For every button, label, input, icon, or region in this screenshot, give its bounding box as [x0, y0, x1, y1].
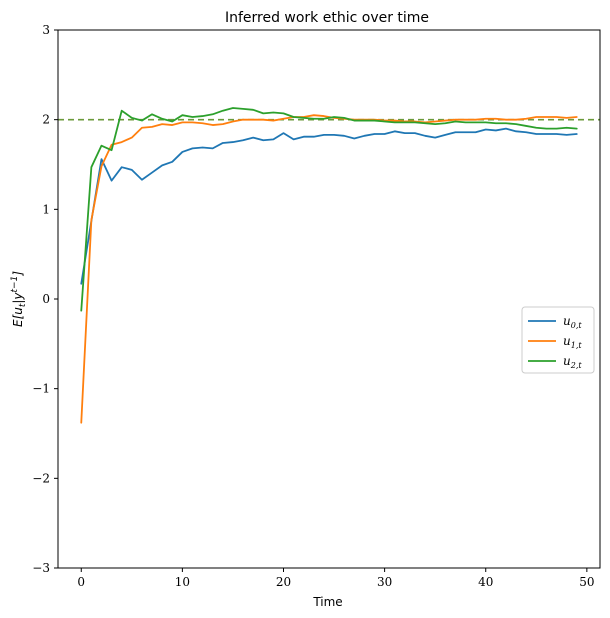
y-axis-label: E[ut|yt−1]	[10, 271, 28, 327]
y-label-end: ]	[11, 271, 25, 277]
y-tick-label: 2	[42, 113, 50, 127]
x-tick-label: 20	[276, 575, 291, 589]
x-tick-label: 30	[377, 575, 392, 589]
x-tick-label: 10	[175, 575, 190, 589]
series-line-2	[80, 107, 578, 312]
series-line-1	[80, 114, 578, 424]
x-axis: 0 10 20 30 40 50	[77, 568, 594, 589]
y-tick-label: −3	[32, 561, 50, 575]
legend-box	[521, 306, 595, 374]
y-tick-label: 1	[42, 202, 50, 216]
x-tick-label: 0	[77, 575, 85, 589]
y-tick-label: −1	[32, 382, 50, 396]
legend-label-2: u2,t	[563, 354, 582, 370]
legend-label-1: u1,t	[563, 334, 582, 350]
x-tick-label: 40	[478, 575, 493, 589]
chart-title: Inferred work ethic over time	[225, 10, 429, 26]
legend: u0,t u1,t u2,t	[521, 306, 595, 374]
y-label-base: E[u	[11, 307, 25, 327]
legend-label-0: u0,t	[563, 314, 582, 330]
y-tick-label: 3	[42, 23, 50, 37]
x-tick-label: 50	[579, 575, 594, 589]
y-axis: −3 −2 −1 0 1 2 3	[32, 23, 58, 575]
y-label-sup: t−1	[10, 276, 20, 293]
y-label-sub: t	[18, 303, 28, 307]
y-tick-label: −2	[32, 471, 50, 485]
x-axis-label: Time	[312, 595, 342, 609]
y-tick-label: 0	[42, 292, 50, 306]
series-group	[80, 107, 578, 424]
y-label-mid: |y	[11, 292, 25, 304]
plot-frame	[57, 29, 601, 569]
series-line-0	[80, 127, 578, 285]
